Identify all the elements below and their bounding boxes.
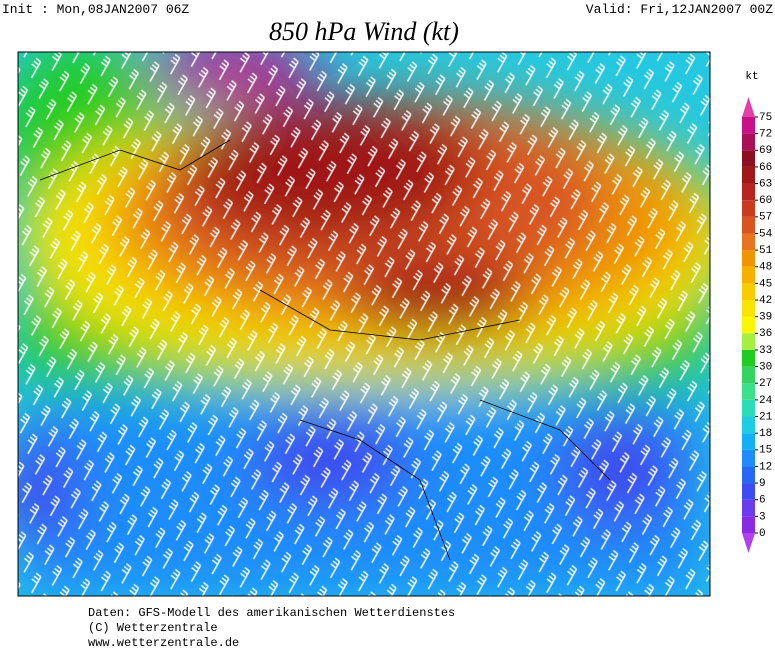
colorbar: 0369121518212427303336394245485154576063… bbox=[742, 97, 773, 553]
colorbar-band bbox=[742, 133, 755, 151]
footer: Daten: GFS-Modell des amerikanischen Wet… bbox=[88, 606, 455, 648]
colorbar-label: 21 bbox=[759, 411, 773, 423]
colorbar-label: 57 bbox=[759, 212, 772, 224]
wind-map bbox=[18, 52, 710, 596]
colorbar-band bbox=[742, 433, 755, 450]
colorbar-label: 36 bbox=[759, 328, 772, 340]
colorbar-label: 3 bbox=[759, 511, 766, 523]
colorbar-band bbox=[742, 250, 755, 267]
colorbar-label: 27 bbox=[759, 378, 772, 390]
colorbar-label: 48 bbox=[759, 262, 772, 274]
colorbar-label: 33 bbox=[759, 345, 772, 357]
colorbar-label: 75 bbox=[759, 112, 772, 124]
colorbar-label: 0 bbox=[759, 528, 766, 540]
colorbar-band bbox=[742, 266, 755, 284]
colorbar-band bbox=[742, 300, 755, 317]
colorbar-under bbox=[742, 533, 755, 553]
colorbar-label: 6 bbox=[759, 495, 766, 507]
footer-line: www.wetterzentrale.de bbox=[88, 636, 239, 648]
colorbar-band bbox=[742, 166, 755, 184]
colorbar-band bbox=[742, 117, 755, 134]
colorbar-band bbox=[742, 516, 755, 533]
colorbar-band bbox=[742, 233, 755, 251]
colorbar-label: 39 bbox=[759, 312, 772, 324]
colorbar-band bbox=[742, 483, 755, 500]
colorbar-band bbox=[742, 449, 755, 467]
colorbar-label: 42 bbox=[759, 295, 772, 307]
colorbar-band bbox=[742, 349, 755, 367]
map-title: 850 hPa Wind (kt) bbox=[269, 17, 459, 46]
colorbar-band bbox=[742, 216, 755, 234]
colorbar-label: 9 bbox=[759, 478, 766, 490]
colorbar-label: 12 bbox=[759, 461, 772, 473]
valid-time: Valid: Fri,12JAN2007 00Z bbox=[586, 2, 773, 17]
map-frame bbox=[17, 51, 711, 597]
colorbar-band bbox=[742, 499, 755, 517]
colorbar-band bbox=[742, 200, 755, 217]
init-time: Init : Mon,08JAN2007 06Z bbox=[2, 2, 189, 17]
colorbar-band bbox=[742, 416, 755, 434]
footer-line: Daten: GFS-Modell des amerikanischen Wet… bbox=[88, 606, 455, 620]
colorbar-band bbox=[742, 399, 755, 417]
colorbar-label: 60 bbox=[759, 195, 772, 207]
colorbar-band bbox=[742, 366, 755, 384]
colorbar-label: 30 bbox=[759, 362, 772, 374]
colorbar-unit: kt bbox=[745, 71, 758, 83]
colorbar-label: 72 bbox=[759, 129, 772, 141]
colorbar-band bbox=[742, 283, 755, 301]
colorbar-label: 24 bbox=[759, 395, 773, 407]
colorbar-band bbox=[742, 383, 755, 400]
colorbar-band bbox=[742, 150, 755, 167]
colorbar-over bbox=[742, 97, 755, 117]
colorbar-band bbox=[742, 183, 755, 201]
colorbar-label: 54 bbox=[759, 228, 773, 240]
colorbar-label: 63 bbox=[759, 178, 772, 190]
footer-line: (C) Wetterzentrale bbox=[88, 621, 218, 635]
colorbar-label: 45 bbox=[759, 278, 772, 290]
colorbar-band bbox=[742, 466, 755, 484]
colorbar-band bbox=[742, 316, 755, 334]
colorbar-label: 18 bbox=[759, 428, 772, 440]
colorbar-label: 66 bbox=[759, 162, 772, 174]
colorbar-label: 69 bbox=[759, 145, 772, 157]
colorbar-label: 51 bbox=[759, 245, 773, 257]
colorbar-label: 15 bbox=[759, 445, 772, 457]
colorbar-band bbox=[742, 333, 755, 350]
